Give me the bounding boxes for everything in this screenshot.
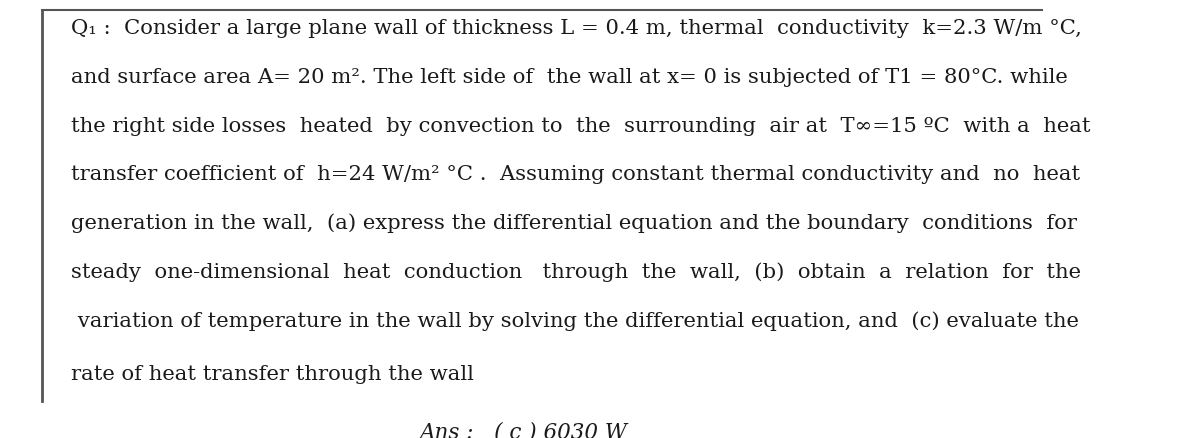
Text: transfer coefficient of  h=24 W/m² °C .  Assuming constant thermal conductivity : transfer coefficient of h=24 W/m² °C . A…	[71, 165, 1080, 184]
Text: the right side losses  heated  by convection to  the  surrounding  air at  T∞=15: the right side losses heated by convecti…	[71, 117, 1091, 135]
Text: rate of heat transfer through the wall: rate of heat transfer through the wall	[71, 364, 474, 383]
Text: Q₁ :  Consider a large plane wall of thickness L = 0.4 m, thermal  conductivity : Q₁ : Consider a large plane wall of thic…	[71, 19, 1082, 38]
Text: steady  one-dimensional  heat  conduction   through  the  wall,  (b)  obtain  a : steady one-dimensional heat conduction t…	[71, 261, 1081, 281]
Text: generation in the wall,  (a) express the differential equation and the boundary : generation in the wall, (a) express the …	[71, 213, 1078, 233]
Text: Ans :   ( c ) 6030 W: Ans : ( c ) 6030 W	[420, 420, 628, 438]
Text: and surface area A= 20 m². The left side of  the wall at x= 0 is subjected of T1: and surface area A= 20 m². The left side…	[71, 68, 1068, 87]
Text: variation of temperature in the wall by solving the differential equation, and  : variation of temperature in the wall by …	[71, 310, 1079, 330]
